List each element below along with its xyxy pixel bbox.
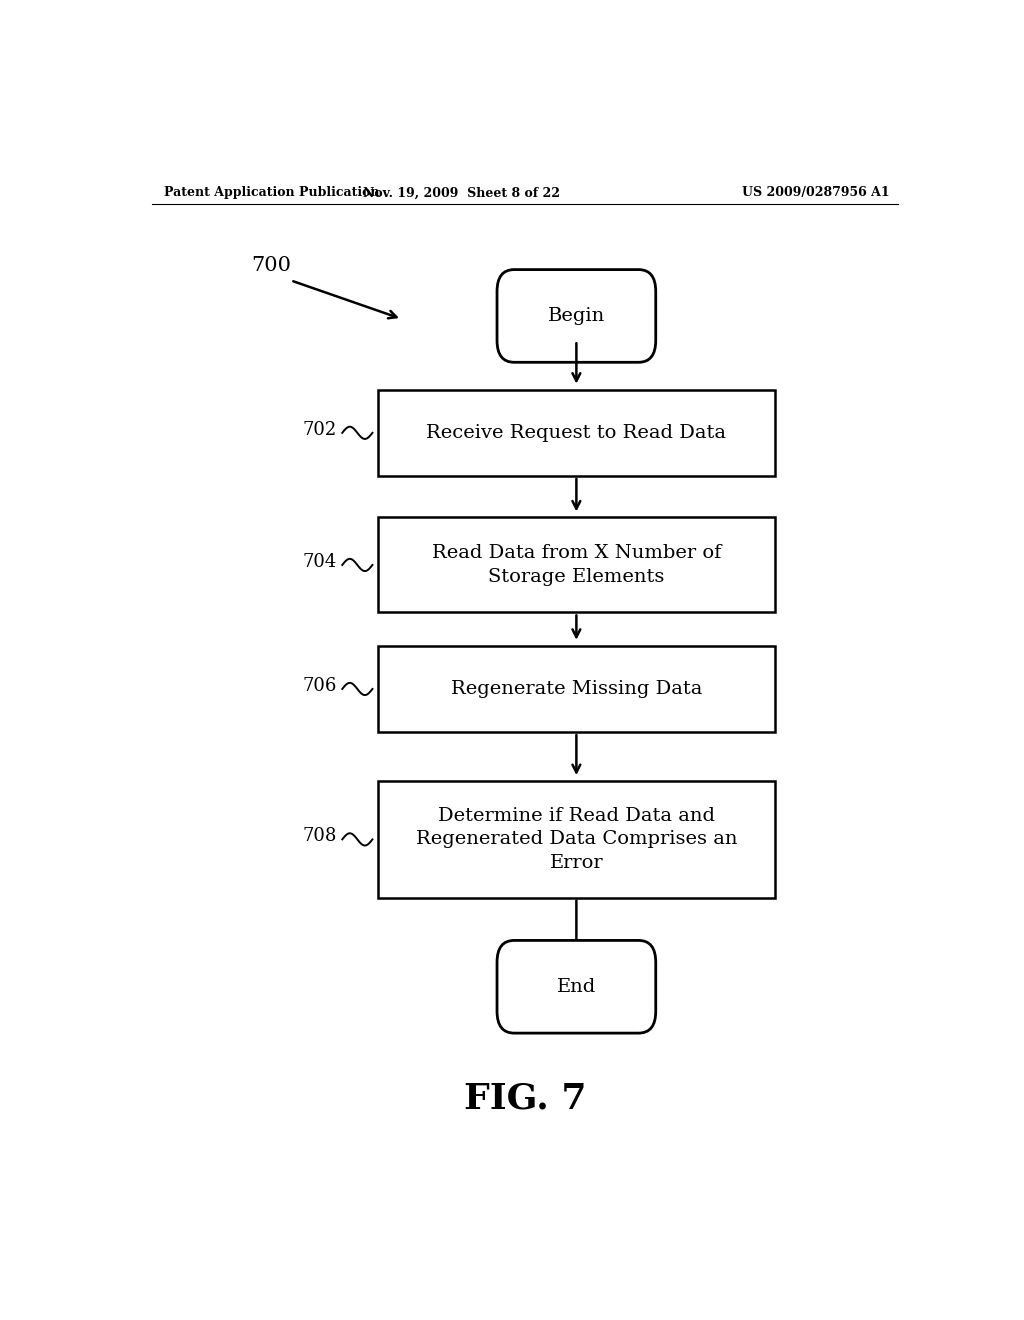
Text: Patent Application Publication: Patent Application Publication	[164, 186, 379, 199]
Text: FIG. 7: FIG. 7	[464, 1081, 586, 1115]
Text: Regenerate Missing Data: Regenerate Missing Data	[451, 680, 702, 698]
Text: Begin: Begin	[548, 308, 605, 325]
Text: End: End	[557, 978, 596, 995]
FancyBboxPatch shape	[497, 269, 655, 362]
Text: Nov. 19, 2009  Sheet 8 of 22: Nov. 19, 2009 Sheet 8 of 22	[362, 186, 560, 199]
FancyBboxPatch shape	[497, 940, 655, 1034]
Text: 702: 702	[302, 421, 337, 438]
Text: 706: 706	[302, 677, 337, 694]
Bar	[378, 517, 775, 612]
Text: Receive Request to Read Data: Receive Request to Read Data	[426, 424, 726, 442]
Text: US 2009/0287956 A1: US 2009/0287956 A1	[742, 186, 890, 199]
Text: Read Data from X Number of
Storage Elements: Read Data from X Number of Storage Eleme…	[432, 544, 721, 586]
Bar	[378, 781, 775, 898]
Text: 708: 708	[302, 828, 337, 845]
Text: Determine if Read Data and
Regenerated Data Comprises an
Error: Determine if Read Data and Regenerated D…	[416, 807, 737, 873]
Bar	[378, 645, 775, 733]
Bar	[378, 389, 775, 477]
Text: 704: 704	[302, 553, 337, 572]
Text: 700: 700	[251, 256, 291, 275]
